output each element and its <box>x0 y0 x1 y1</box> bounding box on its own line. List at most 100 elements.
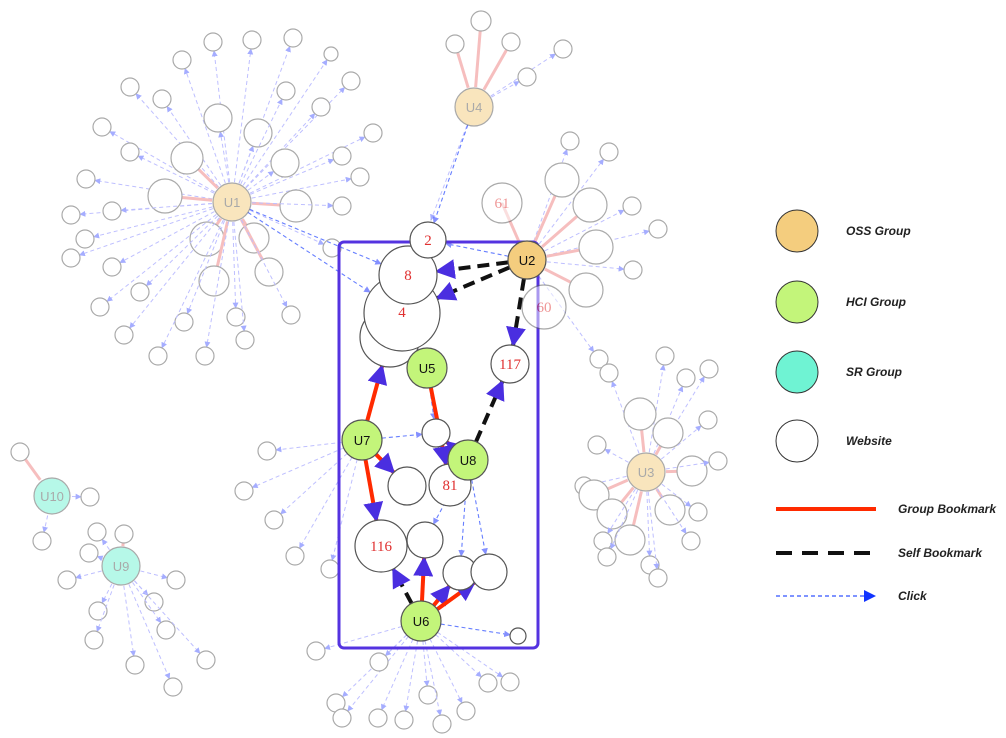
website-circle <box>378 245 438 305</box>
background-edge <box>403 640 419 712</box>
website-node <box>279 189 313 223</box>
website-node <box>572 187 608 223</box>
background-edge <box>240 219 288 308</box>
background-edge <box>146 215 219 287</box>
background-edge <box>604 448 629 463</box>
background-edge <box>251 447 344 489</box>
website-label: 2 <box>424 233 432 249</box>
website-node <box>406 521 444 559</box>
legend-sr-swatch <box>775 350 819 394</box>
click-edge <box>381 431 423 439</box>
website-node <box>698 410 718 430</box>
legend-hci-label: HCI Group <box>846 295 906 309</box>
click-edge <box>471 479 488 555</box>
website-node <box>114 325 134 345</box>
website-node <box>699 359 719 379</box>
website-node <box>614 524 646 556</box>
background-edge <box>24 458 42 481</box>
website-node <box>152 89 172 109</box>
legend-oss-label: OSS Group <box>846 224 911 238</box>
website-node <box>195 346 215 366</box>
background-edge <box>456 52 470 89</box>
website-node <box>198 265 230 297</box>
user-label: U1 <box>224 195 241 210</box>
website-node <box>92 117 112 137</box>
background-edge <box>123 585 136 657</box>
website-node <box>589 349 609 369</box>
user-circle <box>212 182 252 222</box>
user-label: U7 <box>354 433 371 448</box>
website-circle <box>481 182 523 224</box>
click-edge <box>440 623 511 638</box>
website-node <box>75 229 95 249</box>
website-node <box>276 81 296 101</box>
legend-hci-swatch <box>775 280 819 324</box>
self-bookmark-edge <box>434 259 509 280</box>
website-node-61: 61 <box>481 182 523 224</box>
click-edge <box>458 479 468 557</box>
group-bookmark-edge <box>373 452 396 474</box>
background-edge <box>640 429 646 453</box>
website-node <box>478 673 498 693</box>
website-node <box>172 50 192 70</box>
background-edge <box>538 158 604 245</box>
website-node <box>688 502 708 522</box>
background-edge <box>610 489 639 550</box>
website-node <box>517 67 537 87</box>
website-circle <box>354 519 408 573</box>
website-node <box>593 531 613 551</box>
background-edge <box>135 93 220 188</box>
background-edge <box>233 221 247 332</box>
background-edge <box>119 211 215 264</box>
group-bookmark-edge <box>365 364 388 422</box>
website-node <box>87 522 107 542</box>
background-edge <box>101 583 113 604</box>
background-edge <box>429 638 463 704</box>
website-node <box>283 28 303 48</box>
legend-self-bookmark-label: Self Bookmark <box>898 546 983 560</box>
website-node <box>394 710 414 730</box>
website-node <box>509 627 527 645</box>
website-node <box>681 531 701 551</box>
background-edge <box>233 48 254 183</box>
website-node <box>655 346 675 366</box>
website-node <box>350 167 370 187</box>
background-edge <box>435 634 482 678</box>
website-node <box>708 451 728 471</box>
website-node <box>10 442 30 462</box>
background-edge <box>161 219 224 349</box>
click-edge <box>429 387 437 420</box>
website-node <box>623 397 657 431</box>
website-node-117: 117 <box>490 344 530 384</box>
website-node <box>130 282 150 302</box>
website-node <box>599 363 619 383</box>
website-node <box>341 71 361 91</box>
background-edge <box>78 208 214 257</box>
background-edge <box>215 221 230 267</box>
website-node <box>196 650 216 670</box>
background-edge <box>661 483 692 507</box>
website-node <box>120 142 140 162</box>
website-node <box>102 257 122 277</box>
website-node <box>234 481 254 501</box>
background-edge <box>129 217 220 329</box>
self-bookmark-edge <box>435 265 511 301</box>
background-edge <box>656 488 687 534</box>
background-edge <box>197 168 219 190</box>
website-node <box>311 97 331 117</box>
user-node-u3: U3 <box>626 452 666 492</box>
click-edge <box>444 241 509 257</box>
user-circle <box>406 347 448 389</box>
website-label: 117 <box>499 357 521 373</box>
website-node <box>363 123 383 143</box>
website-node <box>648 219 668 239</box>
website-node <box>368 708 388 728</box>
user-circle <box>626 452 666 492</box>
legend: OSS Group HCI Group SR Group Website Gro… <box>775 209 997 603</box>
website-node <box>623 260 643 280</box>
background-edge <box>106 214 217 302</box>
user-node-u8: U8 <box>447 439 489 481</box>
background-edge <box>654 445 662 456</box>
background-edge <box>541 215 579 248</box>
website-node <box>281 305 301 325</box>
